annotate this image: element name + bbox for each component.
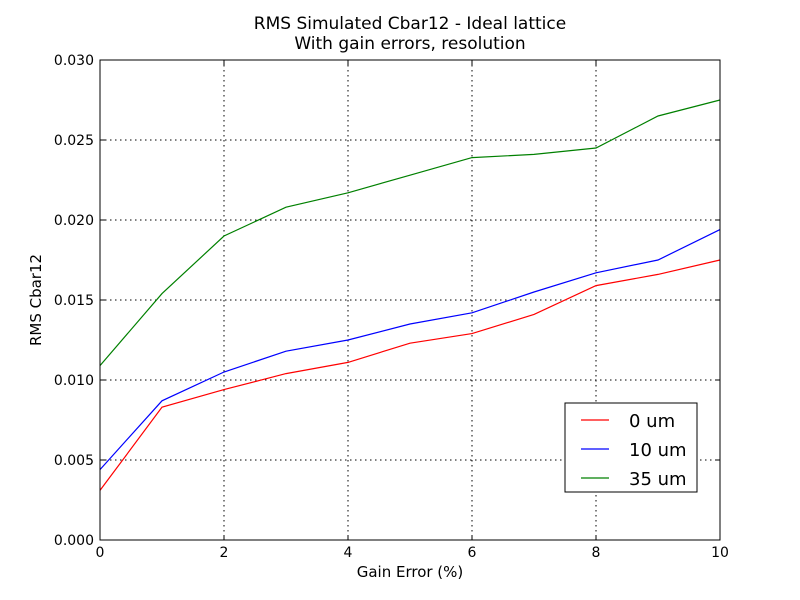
- axis-ticks: [99, 59, 721, 541]
- x-tick-label: 6: [468, 545, 477, 561]
- y-tick-label: 0.020: [54, 213, 94, 229]
- grid: [100, 60, 720, 540]
- chart-title: RMS Simulated Cbar12 - Ideal lattice: [254, 14, 566, 34]
- y-tick-label: 0.015: [54, 293, 94, 309]
- series-line-35-um: [99, 99, 721, 366]
- legend-label-10-um: 10 um: [629, 440, 687, 461]
- series-line-0-um: [99, 259, 721, 491]
- y-tick-label: 0.030: [54, 53, 94, 69]
- x-tick-label: 0: [96, 545, 105, 561]
- x-tick-label: 10: [711, 545, 729, 561]
- legend-label-0-um: 0 um: [629, 411, 675, 432]
- y-tick-label: 0.000: [54, 533, 94, 549]
- y-axis-label: RMS Cbar12: [27, 254, 45, 346]
- legend: 0 um 10 um 35 um: [564, 402, 698, 493]
- x-tick-label: 2: [220, 545, 229, 561]
- chart-subtitle: With gain errors, resolution: [294, 34, 525, 54]
- series-line-10-um: [99, 229, 721, 471]
- axis-tick-labels: 0 2 4 6 8 10 0.000 0.005 0.010 0.015 0.020 0.025 0.0…: [54, 53, 729, 561]
- legend-label-35-um: 35 um: [629, 469, 687, 490]
- x-axis-label: Gain Error (%): [357, 563, 464, 581]
- x-tick-label: 8: [592, 545, 601, 561]
- y-tick-label: 0.005: [54, 453, 94, 469]
- series-layer: [99, 99, 721, 491]
- x-tick-label: 4: [344, 545, 353, 561]
- legend-box: [564, 402, 698, 493]
- y-tick-label: 0.025: [54, 133, 94, 149]
- y-tick-label: 0.010: [54, 373, 94, 389]
